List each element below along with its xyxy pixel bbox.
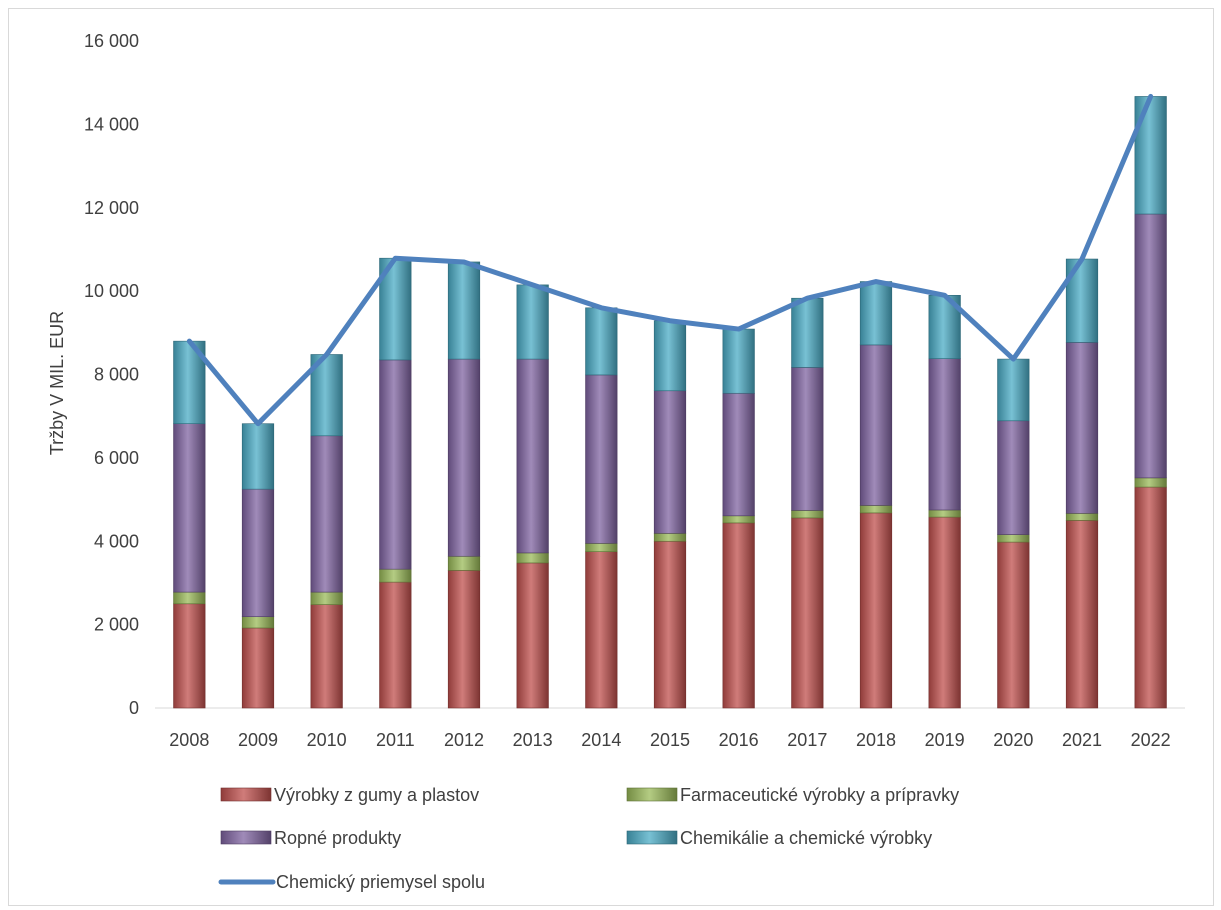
y-axis-title: Tržby V MIL. EUR bbox=[47, 311, 67, 455]
y-axis-ticks: 0 2 000 4 000 6 000 8 000 10 000 12 000 14 000 1… bbox=[84, 31, 139, 718]
bar-segment bbox=[997, 358, 1030, 422]
bar-segment bbox=[928, 358, 961, 511]
bar-segment bbox=[447, 570, 481, 709]
stacked-bar-line-chart: Tržby V MIL. EUR 0 2 000 4 000 6 000 8 000 10… bbox=[47, 31, 1185, 892]
bar-segment bbox=[997, 541, 1030, 709]
legend-label: Výrobky z gumy a plastov bbox=[274, 785, 479, 805]
bars bbox=[173, 96, 1167, 709]
legend-swatch bbox=[220, 787, 272, 802]
bar-segment bbox=[722, 328, 755, 394]
y-tick-label: 8 000 bbox=[94, 365, 139, 385]
bar-segment bbox=[241, 627, 275, 709]
bar-segment bbox=[791, 297, 824, 368]
bar-segment bbox=[310, 604, 343, 709]
bar-segment bbox=[241, 488, 275, 618]
y-tick-label: 10 000 bbox=[84, 281, 139, 301]
bar-segment bbox=[859, 512, 893, 709]
bar-segment bbox=[447, 358, 481, 557]
bar-segment bbox=[722, 515, 755, 524]
bar-segment bbox=[722, 392, 755, 517]
bar-segment bbox=[379, 359, 412, 570]
x-tick-label: 2012 bbox=[444, 730, 484, 750]
bar-segment bbox=[1134, 486, 1167, 709]
bar-segment bbox=[928, 509, 961, 518]
bar-segment bbox=[447, 555, 481, 571]
bar-segment bbox=[791, 367, 824, 511]
bar-segment bbox=[173, 591, 206, 605]
y-tick-label: 12 000 bbox=[84, 198, 139, 218]
y-tick-label: 0 bbox=[129, 698, 139, 718]
bar-segment bbox=[1065, 513, 1099, 521]
legend-swatch bbox=[220, 830, 272, 845]
bar-segment bbox=[928, 516, 961, 709]
x-axis-ticks: 2008 2009 2010 2011 2012 2013 2014 2015 2016 2017… bbox=[169, 730, 1170, 750]
bar-segment bbox=[653, 533, 687, 542]
bar-segment bbox=[1134, 96, 1167, 215]
bar-segment bbox=[859, 344, 893, 506]
y-tick-label: 14 000 bbox=[84, 114, 139, 134]
x-tick-label: 2016 bbox=[719, 730, 759, 750]
bar-segment bbox=[859, 281, 893, 346]
bar-segment bbox=[516, 358, 549, 554]
bar-segment bbox=[1134, 213, 1167, 479]
bar-segment bbox=[241, 423, 275, 490]
bar-segment bbox=[1065, 342, 1099, 514]
bar-segment bbox=[653, 320, 687, 392]
x-tick-label: 2017 bbox=[787, 730, 827, 750]
y-tick-label: 2 000 bbox=[94, 615, 139, 635]
legend-label: Farmaceutické výrobky a prípravky bbox=[680, 785, 959, 805]
y-tick-label: 6 000 bbox=[94, 448, 139, 468]
x-tick-label: 2008 bbox=[169, 730, 209, 750]
x-tick-label: 2011 bbox=[376, 730, 415, 750]
x-tick-label: 2013 bbox=[513, 730, 553, 750]
x-tick-label: 2022 bbox=[1131, 730, 1171, 750]
legend-label: Chemikálie a chemické výrobky bbox=[680, 828, 932, 848]
bar-segment bbox=[379, 581, 412, 709]
legend-label: Ropné produkty bbox=[274, 828, 401, 848]
bar-segment bbox=[516, 284, 549, 360]
bar-segment bbox=[1065, 520, 1099, 709]
legend: Výrobky z gumy a plastov Farmaceutické vý… bbox=[218, 785, 959, 892]
bar-segment bbox=[310, 435, 343, 593]
bar-segment bbox=[653, 390, 687, 534]
legend-label: Chemický priemysel spolu bbox=[276, 872, 485, 892]
bar-segment bbox=[653, 540, 687, 709]
bar-segment bbox=[997, 420, 1030, 535]
bar-segment bbox=[722, 522, 755, 709]
bar-segment bbox=[447, 261, 481, 360]
x-tick-label: 2019 bbox=[925, 730, 965, 750]
bar-segment bbox=[585, 543, 618, 552]
bar-segment bbox=[859, 505, 893, 514]
bar-segment bbox=[585, 374, 618, 544]
bar-segment bbox=[310, 591, 343, 605]
total-line bbox=[186, 93, 1154, 427]
bar-segment bbox=[379, 568, 412, 583]
bar-segment bbox=[585, 551, 618, 709]
bar-segment bbox=[173, 423, 206, 593]
bar-segment bbox=[516, 562, 549, 709]
x-tick-label: 2014 bbox=[581, 730, 621, 750]
bar-segment bbox=[585, 307, 618, 376]
x-tick-label: 2009 bbox=[238, 730, 278, 750]
x-tick-label: 2015 bbox=[650, 730, 690, 750]
bar-segment bbox=[241, 616, 275, 629]
bar-segment bbox=[1065, 258, 1099, 343]
y-tick-label: 16 000 bbox=[84, 31, 139, 51]
bar-segment bbox=[791, 510, 824, 519]
bar-segment bbox=[997, 534, 1030, 543]
chart-area: Tržby V MIL. EUR 0 2 000 4 000 6 000 8 000 10… bbox=[8, 8, 1214, 906]
bar-segment bbox=[1134, 477, 1167, 488]
bar-segment bbox=[791, 517, 824, 709]
bar-segment bbox=[516, 552, 549, 564]
total-line-path bbox=[186, 93, 1154, 427]
x-tick-label: 2018 bbox=[856, 730, 896, 750]
legend-swatch bbox=[626, 830, 678, 845]
x-tick-label: 2021 bbox=[1062, 730, 1102, 750]
x-tick-label: 2020 bbox=[993, 730, 1033, 750]
x-tick-label: 2010 bbox=[307, 730, 347, 750]
y-tick-label: 4 000 bbox=[94, 531, 139, 551]
legend-swatch bbox=[626, 787, 678, 802]
bar-segment bbox=[173, 603, 206, 709]
